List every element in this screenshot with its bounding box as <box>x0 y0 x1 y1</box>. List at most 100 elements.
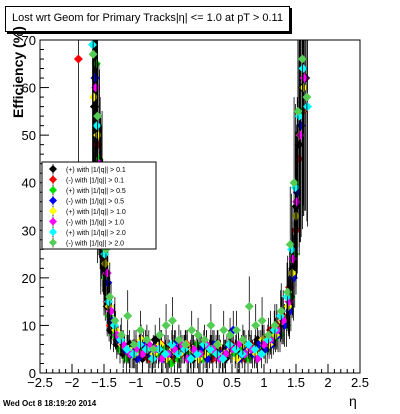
legend-label: (-) with |1/|q|| > 1.0 <box>66 220 124 227</box>
data-point <box>187 325 197 335</box>
data-point <box>219 325 229 335</box>
x-tick-label: 1.5 <box>287 375 305 390</box>
y-tick-label: 60 <box>22 81 36 96</box>
legend-label: (-) with |1/|q|| > 2.0 <box>66 241 124 248</box>
data-point <box>93 111 103 121</box>
data-point <box>231 344 241 354</box>
y-tick-label: 40 <box>22 176 36 191</box>
x-axis-title: η <box>349 393 357 409</box>
x-tick-label: −2 <box>65 375 80 390</box>
data-point <box>174 335 184 345</box>
data-point <box>212 339 222 349</box>
legend-marker <box>49 165 57 173</box>
data-point <box>129 339 139 349</box>
data-point <box>161 320 171 330</box>
legend-marker <box>49 238 57 247</box>
y-axis-title: Efficiency (%) <box>10 26 26 118</box>
y-tick-label: 0 <box>29 366 36 381</box>
data-point <box>299 83 309 93</box>
data-point <box>238 335 248 345</box>
data-point <box>231 325 241 335</box>
data-point <box>285 240 295 250</box>
chart-title-box: Lost wrt Geom for Primary Tracks|η| <= 1… <box>5 6 290 32</box>
data-point <box>232 354 242 364</box>
legend-marker <box>49 186 57 194</box>
data-point <box>141 344 151 354</box>
legend-marker <box>49 228 57 236</box>
y-tick-label: 20 <box>22 271 36 286</box>
data-point <box>123 311 133 321</box>
legend-label: (+) with |1/|q|| > 1.0 <box>66 209 126 216</box>
data-point <box>224 339 234 349</box>
x-tick-label: −1.5 <box>91 375 117 390</box>
data-point <box>87 40 97 50</box>
data-point <box>263 330 273 340</box>
data-point <box>225 330 235 340</box>
data-point <box>206 320 216 330</box>
x-tick-label: 1 <box>260 375 267 390</box>
data-point <box>167 339 177 349</box>
data-point <box>257 316 267 326</box>
data-point <box>135 339 145 349</box>
data-point <box>244 301 254 311</box>
y-tick-label: 70 <box>22 33 36 48</box>
data-point <box>212 349 222 359</box>
data-point <box>73 54 83 64</box>
data-point <box>276 306 286 316</box>
data-point <box>250 344 260 354</box>
y-tick-label: 30 <box>22 223 36 238</box>
data-point <box>135 325 145 335</box>
data-point <box>110 316 120 326</box>
data-point <box>160 349 170 359</box>
legend-label: (+) with |1/|q|| > 0.5 <box>66 188 126 195</box>
data-point <box>173 349 183 359</box>
data-point <box>148 354 158 364</box>
data-point <box>116 330 126 340</box>
data-point <box>200 349 210 359</box>
data-point <box>302 92 312 102</box>
data-point <box>297 54 307 64</box>
data-point <box>122 344 132 354</box>
legend-label: (-) with |1/|q|| > 0.5 <box>66 199 124 206</box>
data-point <box>180 339 190 349</box>
data-point <box>193 330 203 340</box>
data-point <box>298 64 308 74</box>
data-point <box>237 349 247 359</box>
x-tick-label: −2.5 <box>27 375 53 390</box>
data-point <box>92 121 102 131</box>
legend-marker <box>49 196 57 205</box>
data-point <box>303 102 313 112</box>
x-tick-label: 2 <box>324 375 331 390</box>
y-tick-label: 10 <box>22 318 36 333</box>
data-point <box>88 49 98 59</box>
data-point <box>218 354 228 364</box>
data-point <box>148 344 158 354</box>
y-tick-label: 50 <box>22 128 36 143</box>
data-point <box>256 349 266 359</box>
data-point <box>128 349 138 359</box>
x-tick-label: −0.5 <box>155 375 181 390</box>
x-tick-label: 0.5 <box>223 375 241 390</box>
data-point <box>105 292 115 302</box>
data-point <box>155 330 165 340</box>
data-point <box>205 344 215 354</box>
data-point <box>270 320 280 330</box>
legend-marker <box>49 175 57 184</box>
legend-marker <box>49 217 57 226</box>
legend-box <box>41 161 157 250</box>
x-tick-label: −1 <box>129 375 144 390</box>
data-point <box>293 106 303 116</box>
data-point <box>251 320 261 330</box>
chart-title: Lost wrt Geom for Primary Tracks|η| <= 1… <box>12 12 283 24</box>
data-point <box>142 335 152 345</box>
data-point <box>154 344 164 354</box>
data-point <box>192 349 202 359</box>
data-point <box>199 335 209 345</box>
data-point <box>167 316 177 326</box>
data-point <box>244 339 254 349</box>
legend-label: (-) with |1/|q|| > 0.1 <box>66 178 124 185</box>
legend-marker <box>49 207 57 215</box>
data-point <box>90 73 100 83</box>
data-point <box>186 354 196 364</box>
